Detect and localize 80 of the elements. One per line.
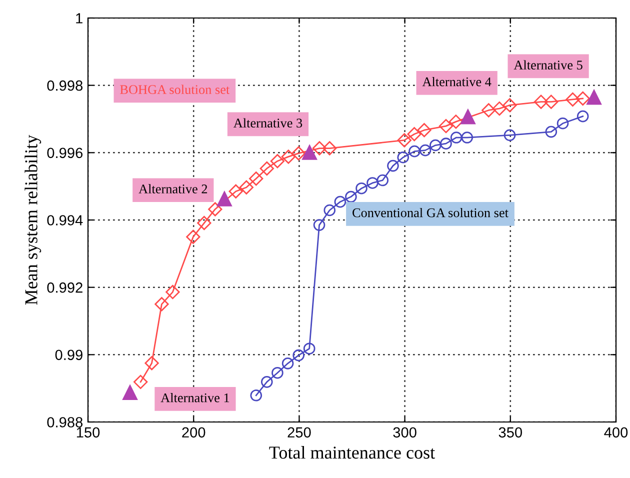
point [291, 146, 306, 160]
point [460, 108, 476, 124]
point [430, 139, 442, 152]
point [586, 88, 602, 105]
point [408, 145, 420, 158]
point [324, 204, 336, 216]
point [461, 132, 474, 144]
point [438, 118, 454, 134]
y-axis-title: Mean system reliability [24, 134, 42, 305]
point [208, 202, 222, 216]
point [250, 390, 262, 402]
point [228, 184, 243, 198]
point [144, 356, 159, 370]
point [576, 110, 589, 122]
point [282, 358, 294, 370]
y-tick-label: 0.992 [47, 282, 82, 293]
point [334, 196, 346, 208]
point [249, 172, 264, 186]
point [239, 180, 254, 194]
series-label: Conventional GA solution set [352, 208, 508, 218]
x-tick-label: 200 [182, 427, 206, 438]
point [440, 138, 452, 150]
point [419, 144, 432, 156]
y-tick-label: 1 [76, 13, 82, 24]
x-axis-title: Total maintenance cost [269, 446, 435, 459]
y-tick-label: 0.994 [47, 215, 83, 226]
annotation: Alternative 1 [160, 393, 230, 402]
annotation: Alternative 2 [138, 184, 208, 194]
y-tick-label: 0.99 [55, 350, 82, 360]
point [366, 177, 378, 189]
point [154, 297, 169, 312]
point [302, 144, 318, 160]
x-tick-label: 400 [604, 427, 628, 438]
point [186, 230, 200, 244]
point [260, 161, 274, 176]
point [576, 91, 590, 106]
point [166, 284, 180, 300]
x-tick-label: 250 [288, 427, 311, 438]
point [303, 342, 316, 355]
point [281, 150, 296, 164]
point [534, 94, 548, 109]
point [292, 349, 304, 362]
y-tick-label: 0.998 [47, 80, 83, 91]
point [544, 94, 558, 109]
point [272, 366, 284, 379]
point [356, 182, 368, 194]
point [448, 114, 463, 129]
point [122, 384, 138, 400]
point [545, 126, 558, 138]
point [197, 216, 212, 230]
y-tick-label: 0.988 [47, 417, 83, 428]
point [376, 174, 389, 186]
point [492, 101, 506, 116]
point [450, 132, 462, 144]
point [216, 190, 232, 206]
x-tick-label: 300 [393, 427, 416, 438]
point [260, 376, 273, 388]
point [270, 154, 285, 168]
x-tick-label: 150 [76, 427, 100, 438]
point [397, 151, 410, 164]
point [504, 129, 516, 142]
point [312, 141, 327, 156]
point [417, 123, 432, 138]
point [566, 92, 580, 107]
point [345, 190, 357, 203]
y-tick-label: 0.996 [47, 148, 82, 158]
annotation: Alternative 4 [422, 76, 492, 86]
point [313, 219, 326, 231]
annotation: Alternative 3 [233, 118, 302, 128]
text: BOHGA solution set [120, 84, 230, 94]
point [407, 127, 422, 142]
point [556, 117, 569, 130]
point [134, 374, 148, 390]
x-tick-label: 350 [498, 427, 522, 438]
point [502, 98, 517, 112]
point [482, 103, 496, 118]
point [322, 141, 337, 156]
annotation: Alternative 5 [514, 60, 582, 70]
point [387, 160, 399, 172]
point [397, 133, 412, 148]
